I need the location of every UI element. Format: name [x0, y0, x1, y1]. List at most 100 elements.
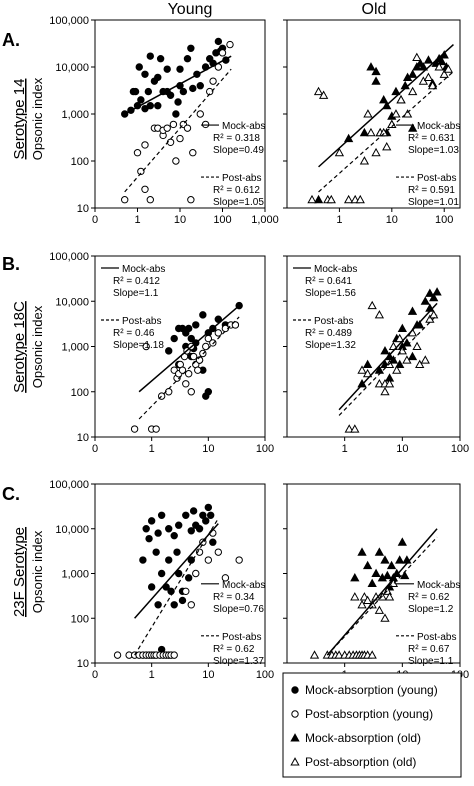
data-point: [371, 76, 381, 85]
fit-slope: Slope=1.56: [305, 288, 356, 299]
data-point: [214, 329, 223, 337]
data-point: [429, 310, 439, 319]
fit-line-post: [138, 316, 240, 420]
data-point: [167, 587, 175, 596]
data-point: [172, 110, 180, 118]
data-point: [189, 84, 197, 93]
data-point: [154, 73, 162, 82]
x-tick-label: 100: [213, 214, 231, 226]
data-point: [154, 102, 162, 110]
data-point: [402, 109, 413, 118]
data-point: [182, 511, 190, 519]
fit-slope: Slope=1.18: [113, 340, 164, 351]
data-point: [130, 425, 139, 433]
data-point: [318, 90, 329, 99]
data-point: [423, 55, 434, 64]
fit-line-mock: [134, 523, 219, 619]
data-point: [187, 334, 195, 343]
data-point: [221, 574, 230, 582]
data-point: [402, 355, 412, 364]
fit-r2: R² = 0.34: [213, 592, 255, 603]
x-tick-label: 1: [149, 669, 155, 681]
series-filled-circle: [139, 503, 217, 654]
y-tick-label: 100: [71, 613, 89, 625]
fit-slope: Slope=1.1: [408, 656, 454, 667]
y-tick-label: 1,000: [61, 342, 89, 354]
data-point: [359, 127, 370, 137]
data-point: [420, 296, 430, 305]
data-point: [392, 365, 402, 374]
data-point: [363, 109, 373, 118]
data-point: [204, 334, 213, 343]
x-tick-label: 100: [435, 214, 453, 226]
x-tick-label: 0: [92, 214, 98, 226]
y-tick-label: 10,000: [55, 296, 89, 308]
data-point: [418, 62, 429, 71]
data-point: [214, 37, 223, 46]
scatter-panels: 0 1 10 100 1,000101001,00010,000100,000Mock-…: [49, 15, 469, 681]
data-point: [407, 306, 418, 315]
data-point: [380, 555, 390, 564]
data-point: [412, 52, 422, 61]
data-point: [176, 65, 184, 73]
data-point: [343, 194, 354, 204]
data-point: [189, 352, 198, 361]
data-point: [166, 91, 175, 99]
data-point: [187, 601, 195, 609]
data-point: [380, 386, 390, 396]
data-point: [366, 127, 376, 137]
fit-slope: Slope=1.03: [408, 145, 459, 156]
data-point: [170, 334, 178, 343]
data-point: [209, 339, 217, 347]
data-point: [408, 123, 418, 132]
fit-line-post: [326, 536, 438, 656]
data-point: [137, 96, 145, 104]
data-point: [142, 525, 150, 533]
data-point: [397, 537, 407, 546]
data-point: [146, 102, 154, 110]
data-point: [174, 98, 182, 106]
data-point: [407, 351, 418, 361]
data-point: [183, 55, 192, 63]
row-label-c: C. 23F Serotype Opsonic index: [2, 484, 45, 617]
data-point: [204, 388, 213, 396]
fit-slope: Slope=0.76: [213, 604, 264, 615]
series-open-triangle: [309, 578, 399, 659]
ylabel-a: Opsonic index: [30, 77, 45, 160]
fit-series-label: Mock-abs: [122, 264, 165, 275]
panel-B-young: 0 1 10 100101001,00010,000100,000Mock-absR²…: [49, 251, 274, 455]
data-point: [170, 651, 178, 659]
y-tick-label: 10,000: [55, 524, 89, 536]
data-point: [374, 605, 385, 614]
data-point: [362, 368, 373, 378]
data-point: [182, 380, 190, 388]
data-point: [196, 110, 204, 118]
data-point: [443, 64, 454, 73]
data-point: [206, 511, 215, 519]
legend-item: Post-absorption (old): [290, 755, 416, 769]
data-point: [178, 596, 187, 605]
panel-letter-b: B.: [2, 254, 20, 274]
data-point: [137, 167, 145, 176]
data-point: [408, 86, 418, 96]
data-point: [176, 134, 184, 143]
data-point: [192, 321, 200, 329]
fit-r2: R² = 0.489: [305, 328, 352, 339]
panel-A-young: 0 1 10 100 1,000 10 100 1,000 10,000 100,000 Mock-…: [49, 15, 279, 226]
fit-series-label: Post-abs: [417, 173, 456, 184]
data-point: [184, 370, 193, 378]
row-label-a: A. Serotype 14 Opsonic index: [2, 30, 45, 160]
data-point: [187, 388, 195, 396]
data-point: [432, 287, 442, 296]
legend-box: [282, 672, 462, 778]
fit-line-mock: [338, 302, 438, 411]
fit-slope: Slope=1.01: [408, 197, 459, 208]
data-point: [209, 77, 217, 85]
data-point: [374, 310, 385, 319]
